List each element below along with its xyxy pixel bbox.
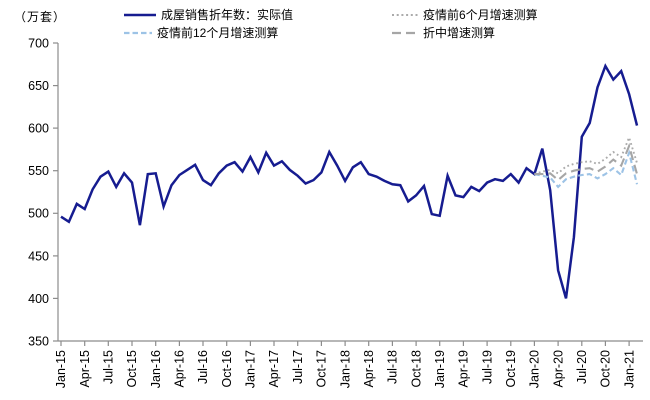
legend-line-longdash-icon xyxy=(391,28,419,38)
x-tick-label: Oct-19 xyxy=(504,350,518,388)
x-tick-label: Jul-18 xyxy=(386,350,400,384)
series-line-actual xyxy=(60,63,639,299)
x-tick-label: Apr-15 xyxy=(78,350,92,388)
series-line-pre6m xyxy=(534,134,638,176)
y-tick-label: 650 xyxy=(28,79,49,93)
x-tick-label: Jan-19 xyxy=(433,350,447,388)
x-tick-label: Apr-19 xyxy=(457,350,471,388)
series-line-pre12m xyxy=(534,149,639,189)
x-tick-label: Oct-15 xyxy=(125,350,139,388)
y-tick-label: 350 xyxy=(28,334,49,348)
x-tick-label: Jul-16 xyxy=(196,350,210,384)
legend-item-pre6m: 疫情前6个月增速测算 xyxy=(391,8,538,22)
x-tick-label: Jul-20 xyxy=(575,350,589,384)
legend-label-mid: 折中增速测算 xyxy=(423,26,496,40)
x-tick-label: Jan-21 xyxy=(622,350,636,388)
y-tick-label: 450 xyxy=(28,249,49,263)
x-tick-label: Jan-17 xyxy=(244,350,258,388)
legend-item-mid: 折中增速测算 xyxy=(391,26,495,40)
x-tick-label: Apr-17 xyxy=(267,350,281,388)
x-tick-label: Jul-17 xyxy=(291,350,305,384)
x-tick-label: Apr-18 xyxy=(362,350,376,388)
legend-label-actual: 成屋销售折年数：实际值 xyxy=(161,8,294,22)
legend-line-solid-icon xyxy=(123,10,157,20)
x-tick-label: Jan-15 xyxy=(54,350,68,388)
x-tick-label: Oct-17 xyxy=(315,350,329,388)
x-tick-label: Jan-18 xyxy=(338,350,352,388)
legend-label-pre12m: 疫情前12个月增速测算 xyxy=(157,26,279,40)
y-tick-label: 700 xyxy=(28,36,49,50)
x-tick-label: Jul-19 xyxy=(480,350,494,384)
legend-label-pre6m: 疫情前6个月增速测算 xyxy=(423,8,538,22)
y-tick-label: 400 xyxy=(28,292,49,306)
x-tick-label: Oct-20 xyxy=(599,350,613,388)
x-tick-label: Oct-18 xyxy=(409,350,423,388)
legend-line-dashed-icon xyxy=(123,28,153,38)
x-tick-label: Apr-16 xyxy=(173,350,187,388)
x-tick-label: Oct-16 xyxy=(220,350,234,388)
series-line-mid xyxy=(534,142,639,182)
y-tick-label: 550 xyxy=(28,164,49,178)
y-axis-unit-label: （万套） xyxy=(14,10,67,24)
legend-item-actual: 成屋销售折年数：实际值 xyxy=(123,8,293,22)
x-tick-label: Jan-20 xyxy=(528,350,542,388)
legend-item-pre12m: 疫情前12个月增速测算 xyxy=(123,26,278,40)
y-tick-label: 600 xyxy=(28,122,49,136)
x-tick-label: Jul-15 xyxy=(102,350,116,384)
x-tick-label: Jan-16 xyxy=(149,350,163,388)
x-tick-label: Apr-20 xyxy=(551,350,565,388)
y-tick-label: 500 xyxy=(28,207,49,221)
